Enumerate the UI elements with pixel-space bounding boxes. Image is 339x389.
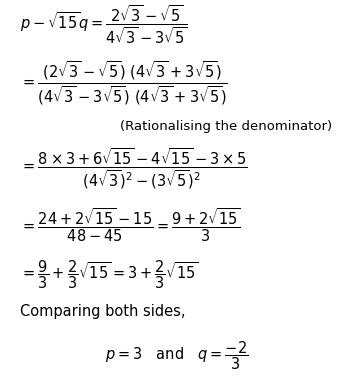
- Text: $p = 3 \quad \mathrm{and} \quad q = \dfrac{-2}{3}$: $p = 3 \quad \mathrm{and} \quad q = \dfr…: [105, 340, 248, 372]
- Text: (Rationalising the denominator): (Rationalising the denominator): [120, 120, 332, 133]
- Text: $= \dfrac{8 \times 3 + 6\sqrt{15} - 4\sqrt{15} - 3 \times 5}{(4\sqrt{3})^2 - (3\: $= \dfrac{8 \times 3 + 6\sqrt{15} - 4\sq…: [20, 147, 248, 191]
- Text: $= \dfrac{9}{3} + \dfrac{2}{3}\sqrt{15} = 3 + \dfrac{2}{3}\sqrt{15}$: $= \dfrac{9}{3} + \dfrac{2}{3}\sqrt{15} …: [20, 258, 199, 291]
- Text: $= \dfrac{(2\sqrt{3} - \sqrt{5})\ (4\sqrt{3} + 3\sqrt{5})}{(4\sqrt{3} - 3\sqrt{5: $= \dfrac{(2\sqrt{3} - \sqrt{5})\ (4\sqr…: [20, 60, 228, 107]
- Text: $p - \sqrt{15}q = \dfrac{2\sqrt{3} - \sqrt{5}}{4\sqrt{3} - 3\sqrt{5}}$: $p - \sqrt{15}q = \dfrac{2\sqrt{3} - \sq…: [20, 4, 188, 46]
- Text: Comparing both sides,: Comparing both sides,: [20, 304, 186, 319]
- Text: $= \dfrac{24 + 2\sqrt{15} - 15}{48 - 45} = \dfrac{9 + 2\sqrt{15}}{3}$: $= \dfrac{24 + 2\sqrt{15} - 15}{48 - 45}…: [20, 207, 241, 244]
